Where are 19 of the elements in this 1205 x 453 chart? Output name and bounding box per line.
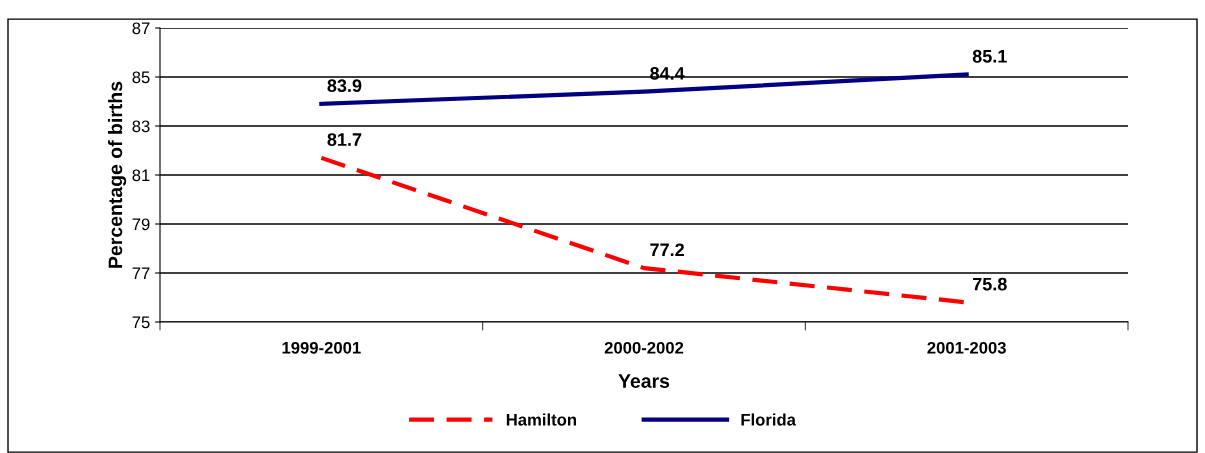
- x-axis-title: Years: [618, 374, 670, 388]
- y-tick-label: 83: [132, 120, 150, 133]
- y-tick-label: 75: [132, 316, 150, 329]
- data-label: 83.9: [327, 79, 362, 93]
- legend-label: Florida: [741, 413, 797, 426]
- y-tick-label: 81: [132, 169, 150, 182]
- y-tick-label: 77: [132, 267, 150, 280]
- y-tick-label: 79: [132, 218, 150, 231]
- y-axis-title: Percentage of births: [107, 81, 127, 268]
- x-tick-label: 2001-2003: [927, 341, 1006, 354]
- x-tick-label: 2000-2002: [604, 341, 684, 354]
- data-label: 85.1: [972, 49, 1007, 63]
- data-label: 77.2: [650, 243, 684, 257]
- legend-label: Hamilton: [506, 413, 577, 426]
- x-tick-label: 1999-2001: [282, 341, 361, 354]
- y-tick-label: 87: [132, 22, 150, 35]
- data-label: 81.7: [327, 133, 362, 146]
- data-label: 75.8: [973, 277, 1007, 291]
- y-tick-label: 85: [132, 71, 150, 84]
